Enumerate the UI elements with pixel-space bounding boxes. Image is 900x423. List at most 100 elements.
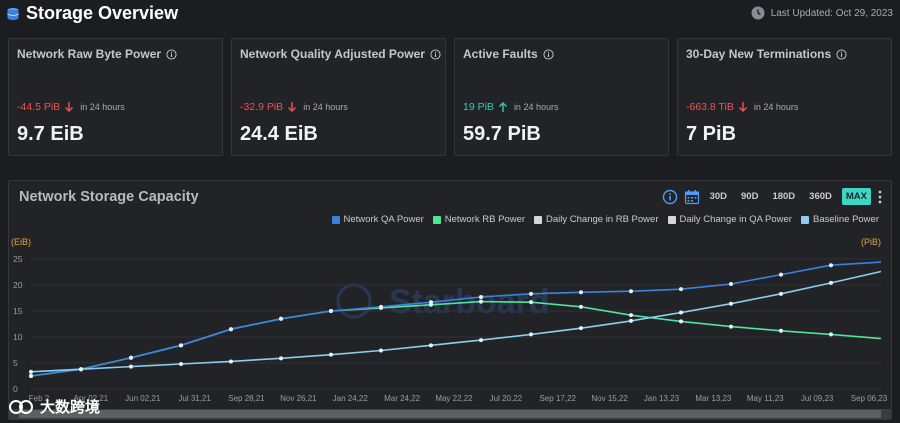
chart-controls: 30D 90D 180D 360D MAX (662, 188, 883, 205)
data-point (579, 326, 583, 331)
x-tick-label: Jul 31,21 (178, 394, 211, 403)
delta-value: 19 PiB (463, 101, 494, 113)
card-delta: -663.8 TiB in 24 hours (686, 101, 798, 113)
delta-period: in 24 hours (513, 102, 559, 112)
data-point (179, 343, 183, 348)
delta-period: in 24 hours (303, 102, 348, 112)
x-tick-label: Sep 17,22 (540, 394, 577, 403)
more-vertical-icon[interactable] (877, 189, 883, 205)
x-tick-label: Mar 24,22 (384, 394, 421, 403)
data-point (629, 318, 633, 323)
x-tick-label: Sep 28,21 (228, 394, 265, 403)
y-tick-label: 15 (13, 306, 23, 316)
data-point (279, 316, 283, 321)
arrow-down-icon (288, 102, 297, 112)
x-tick-label: Jan 24,22 (333, 394, 369, 403)
card-value: 59.7 PiB (463, 123, 541, 145)
delta-period: in 24 hours (80, 102, 125, 112)
legend-item-daily-rb[interactable]: Daily Change in RB Power (534, 214, 659, 225)
x-tick-label: Jul 09,23 (801, 394, 834, 403)
y-tick-label: 0 (13, 384, 18, 394)
data-point (129, 355, 133, 360)
delta-period: in 24 hours (753, 102, 799, 112)
scrollbar-thumb[interactable] (19, 410, 881, 418)
card-delta: -44.5 PiB in 24 hours (17, 101, 125, 113)
data-point (529, 332, 533, 337)
legend-label: Network RB Power (444, 214, 526, 225)
x-tick-label: Mar 13,23 (695, 394, 732, 403)
legend-swatch (534, 215, 543, 224)
data-point (729, 281, 733, 286)
range-90d-button[interactable]: 90D (741, 191, 759, 202)
data-point (679, 319, 683, 324)
legend-swatch (432, 215, 441, 224)
legend-item-rb-power[interactable]: Network RB Power (432, 214, 526, 225)
info-icon[interactable] (836, 48, 847, 60)
data-point (779, 291, 783, 296)
left-axis-unit: (EiB) (11, 237, 31, 247)
card-value: 9.7 EiB (17, 123, 84, 145)
network-storage-capacity-panel: Starboard (EiB) (PiB) 0 5 10 15 20 25 Feb 2 Apr 02… (8, 180, 892, 420)
data-point (179, 362, 183, 367)
delta-value: -663.8 TiB (686, 101, 734, 113)
data-point (529, 291, 533, 296)
x-tick-label: Nov 15,22 (591, 394, 628, 403)
title-group: Storage Overview (6, 3, 178, 24)
arrow-down-icon (738, 102, 747, 112)
card-value: 24.4 EiB (240, 123, 318, 145)
range-360d-button[interactable]: 360D (809, 191, 832, 202)
x-tick-label: Jan 13,23 (644, 394, 680, 403)
corner-watermark: 大数跨境 (8, 396, 100, 417)
legend-item-daily-qa[interactable]: Daily Change in QA Power (667, 214, 792, 225)
data-point (729, 324, 733, 329)
metric-cards: Network Raw Byte Power -44.5 PiB in 24 h… (8, 38, 892, 156)
card-new-terminations: 30-Day New Terminations -663.8 TiB in 24… (677, 38, 892, 156)
x-tick-label: Jun 02,21 (125, 394, 161, 403)
card-title: Active Faults (463, 47, 554, 61)
card-title-text: Active Faults (463, 47, 538, 61)
card-title-text: Network Quality Adjusted Power (240, 47, 425, 61)
legend-item-baseline[interactable]: Baseline Power (800, 214, 879, 225)
data-point (279, 356, 283, 361)
card-title-text: 30-Day New Terminations (686, 47, 832, 61)
data-point (329, 309, 333, 313)
y-tick-label: 25 (13, 254, 23, 264)
data-point (129, 364, 133, 369)
watermark-logo-icon (9, 399, 33, 414)
delta-value: -44.5 PiB (17, 101, 61, 113)
range-max-button[interactable]: MAX (841, 188, 871, 205)
data-point (479, 299, 483, 304)
data-point (829, 332, 833, 337)
data-point (479, 294, 483, 299)
card-delta: -32.9 PiB in 24 hours (240, 101, 348, 113)
calendar-icon[interactable] (684, 189, 700, 205)
data-point (579, 290, 583, 295)
data-point (629, 313, 633, 318)
x-tick-label: Nov 26,21 (280, 394, 317, 403)
info-icon[interactable] (430, 48, 441, 60)
card-value: 7 PiB (686, 123, 737, 145)
data-point (479, 338, 483, 343)
chart-range-scrollbar[interactable] (9, 409, 891, 419)
range-180d-button[interactable]: 180D (772, 191, 796, 202)
clock-icon (751, 6, 765, 20)
legend-item-qa-power[interactable]: Network QA Power (331, 214, 424, 225)
right-axis-unit: (PiB) (861, 237, 881, 247)
info-circle-icon[interactable] (662, 189, 678, 205)
chart-watermark-logo (336, 283, 372, 319)
data-point (229, 327, 233, 332)
series-line (30, 261, 882, 377)
card-qa-power: Network Quality Adjusted Power -32.9 PiB… (231, 38, 446, 156)
data-point (829, 280, 833, 285)
data-point (429, 300, 433, 305)
panel-title: Network Storage Capacity (19, 189, 199, 205)
info-icon[interactable] (543, 48, 554, 60)
range-30d-button[interactable]: 30D (709, 191, 727, 202)
info-icon[interactable] (166, 48, 177, 60)
data-point (729, 301, 733, 306)
legend-label: Daily Change in QA Power (679, 214, 792, 225)
legend-swatch (800, 215, 809, 224)
delta-value: -32.9 PiB (240, 101, 284, 113)
legend-label: Daily Change in RB Power (546, 214, 659, 225)
